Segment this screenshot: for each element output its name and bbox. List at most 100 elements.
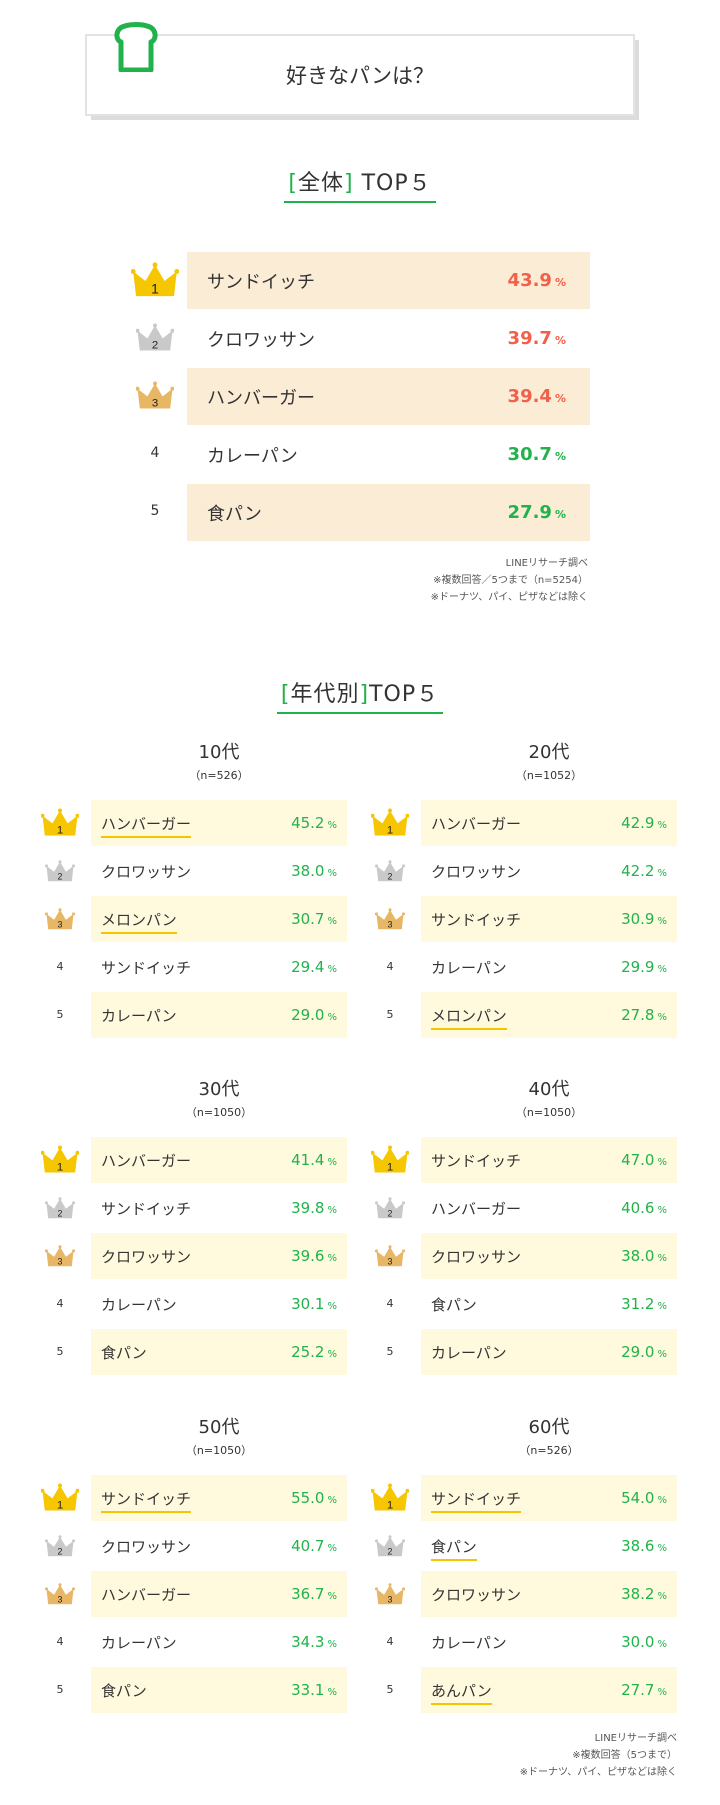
item-name: カレーパン	[431, 1634, 507, 1652]
age-row: ハンバーガー 36.7%	[91, 1571, 347, 1617]
item-name: 食パン	[101, 1682, 147, 1700]
byage-notes: LINEリサーチ調べ ※複数回答（5つまで） ※ドーナツ、パイ、ピザなどは除く	[520, 1730, 677, 1781]
rank-number: 5	[56, 1008, 64, 1021]
item-name: サンドイッチ	[431, 911, 522, 929]
gold-crown-icon: 1	[40, 808, 80, 842]
item-name: カレーパン	[101, 1296, 177, 1314]
item-name: クロワッサン	[101, 863, 192, 881]
item-percent: 38.0%	[621, 1247, 667, 1265]
item-percent: 30.1%	[291, 1295, 337, 1313]
item-name: サンドイッチ	[431, 1488, 522, 1513]
bronze-crown-icon: 3	[374, 1244, 406, 1272]
byage-title: [年代別]TOP５	[0, 676, 720, 714]
item-name: ハンバーガー	[207, 387, 315, 409]
sample-size: （n=526）	[519, 1444, 579, 1457]
bracket-close: ]	[343, 171, 354, 196]
svg-text:2: 2	[388, 1546, 393, 1556]
svg-text:3: 3	[388, 919, 393, 929]
overall-row: サンドイッチ 43.9%	[187, 252, 590, 309]
svg-text:2: 2	[58, 871, 63, 881]
item-percent: 34.3%	[291, 1633, 337, 1651]
item-percent: 30.7%	[291, 910, 337, 928]
item-percent: 36.7%	[291, 1585, 337, 1603]
item-name: メロンパン	[101, 909, 177, 934]
sample-size: （n=1052）	[515, 769, 583, 782]
item-percent: 30.0%	[621, 1633, 667, 1651]
item-percent: 42.2%	[621, 862, 667, 880]
item-name: サンドイッチ	[101, 1200, 192, 1218]
silver-crown-icon: 2	[374, 1196, 406, 1224]
svg-text:1: 1	[387, 1161, 393, 1173]
gold-crown-icon: 1	[370, 1145, 410, 1179]
age-group-heading: 20代 （n=1052）	[399, 738, 699, 783]
svg-text:2: 2	[388, 1208, 393, 1218]
item-percent: 43.9%	[507, 270, 566, 291]
overall-notes: LINEリサーチ調べ ※複数回答／5つまで（n=5254） ※ドーナツ、パイ、ピザな…	[431, 555, 588, 606]
item-percent: 40.6%	[621, 1199, 667, 1217]
age-row: カレーパン 30.1%	[91, 1281, 347, 1327]
gold-crown-icon: 1	[370, 1483, 410, 1517]
overall-row: クロワッサン 39.7%	[187, 310, 590, 367]
age-row: クロワッサン 38.0%	[91, 848, 347, 894]
silver-crown-icon: 2	[44, 1196, 76, 1224]
overall-title-rest: TOP５	[361, 171, 432, 196]
rank-number: 4	[386, 1635, 394, 1648]
rank-number: 5	[56, 1345, 64, 1358]
gold-crown-icon: 1	[130, 261, 180, 303]
svg-text:3: 3	[58, 1256, 63, 1266]
item-name: ハンバーガー	[101, 1152, 192, 1170]
item-name: クロワッサン	[101, 1538, 192, 1556]
item-name: 食パン	[101, 1344, 147, 1362]
age-row: メロンパン 30.7%	[91, 896, 347, 942]
item-percent: 30.9%	[621, 910, 667, 928]
item-percent: 39.6%	[291, 1247, 337, 1265]
item-percent: 47.0%	[621, 1151, 667, 1169]
age-row: サンドイッチ 54.0%	[421, 1475, 677, 1521]
item-percent: 41.4%	[291, 1151, 337, 1169]
item-name: クロワッサン	[207, 329, 315, 351]
silver-crown-icon: 2	[44, 1534, 76, 1562]
item-percent: 27.8%	[621, 1006, 667, 1024]
item-name: クロワッサン	[431, 863, 522, 881]
item-name: カレーパン	[207, 445, 298, 467]
item-percent: 25.2%	[291, 1343, 337, 1361]
rank-number: 4	[56, 1297, 64, 1310]
age-label: 30代	[198, 1079, 240, 1100]
item-name: クロワッサン	[431, 1248, 522, 1266]
item-percent: 29.0%	[291, 1006, 337, 1024]
bronze-crown-icon: 3	[135, 381, 175, 415]
sample-size: （n=526）	[189, 769, 249, 782]
item-percent: 29.0%	[621, 1343, 667, 1361]
age-row: サンドイッチ 55.0%	[91, 1475, 347, 1521]
note-line: ※複数回答（5つまで）	[572, 1750, 677, 1761]
age-label: 20代	[528, 742, 570, 763]
svg-text:1: 1	[387, 824, 393, 836]
item-name: サンドイッチ	[101, 1488, 192, 1513]
item-name: あんパン	[431, 1680, 492, 1705]
age-label: 10代	[198, 742, 240, 763]
silver-crown-icon: 2	[374, 1534, 406, 1562]
age-label: 40代	[528, 1079, 570, 1100]
age-row: メロンパン 27.8%	[421, 992, 677, 1038]
age-group-heading: 40代 （n=1050）	[399, 1075, 699, 1120]
page-title: 好きなパンは？	[285, 64, 435, 88]
item-name: カレーパン	[431, 959, 507, 977]
age-row: 食パン 33.1%	[91, 1667, 347, 1713]
svg-text:3: 3	[388, 1256, 393, 1266]
item-percent: 39.7%	[507, 328, 566, 349]
age-row: サンドイッチ 39.8%	[91, 1185, 347, 1231]
bracket-open: [	[288, 171, 298, 196]
age-row: あんパン 27.7%	[421, 1667, 677, 1713]
note-line: ※ドーナツ、パイ、ピザなどは除く	[430, 592, 588, 603]
item-name: ハンバーガー	[101, 1586, 192, 1604]
age-group-heading: 30代 （n=1050）	[69, 1075, 369, 1120]
svg-text:2: 2	[388, 871, 393, 881]
gold-crown-icon: 1	[40, 1145, 80, 1179]
age-row: クロワッサン 38.0%	[421, 1233, 677, 1279]
svg-text:1: 1	[57, 1161, 63, 1173]
note-line: ※ドーナツ、パイ、ピザなどは除く	[519, 1767, 677, 1778]
age-group-heading: 60代 （n=526）	[399, 1413, 699, 1458]
gold-crown-icon: 1	[40, 1483, 80, 1517]
silver-crown-icon: 2	[44, 859, 76, 887]
sample-size: （n=1050）	[185, 1106, 253, 1119]
